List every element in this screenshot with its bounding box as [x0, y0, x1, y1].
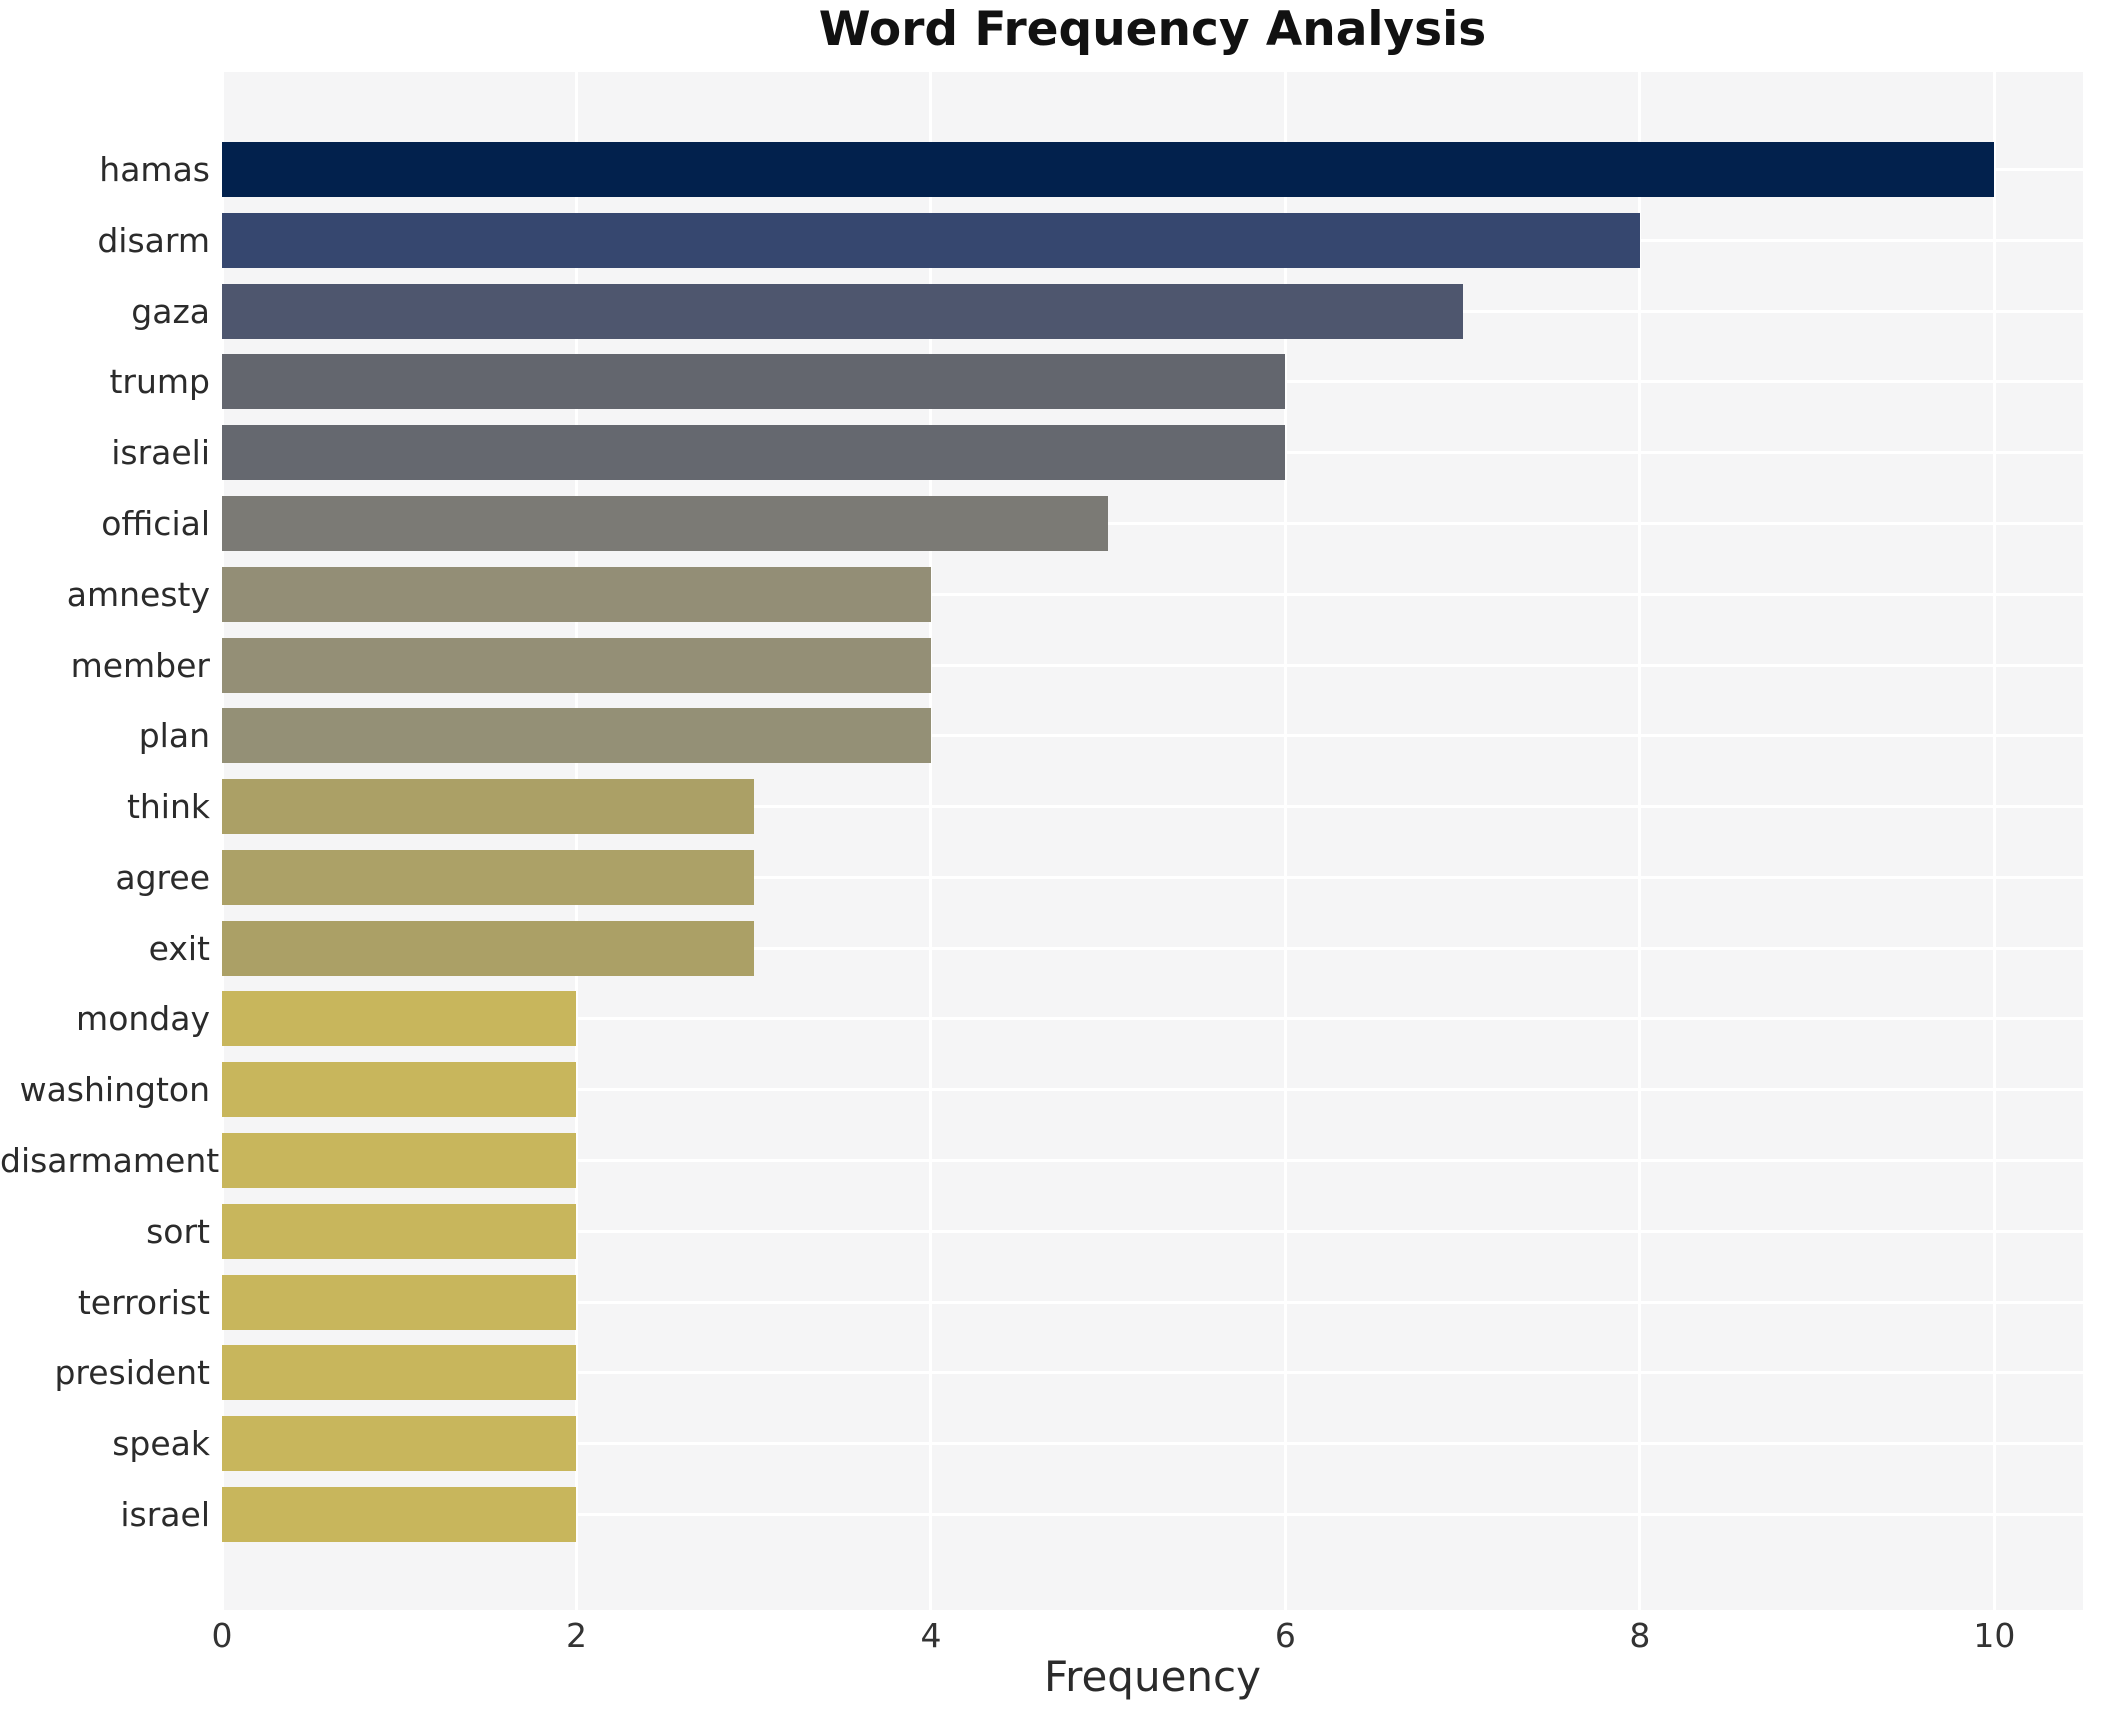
h-gridline [222, 875, 2083, 879]
y-tick-label: washington [19, 1070, 210, 1110]
bar-plan [222, 708, 931, 764]
y-tick-label: think [126, 787, 210, 827]
h-gridline [222, 663, 2083, 667]
bar-official [222, 495, 1109, 551]
bar-disarm [222, 212, 1640, 268]
v-gridline [1638, 72, 1642, 1610]
bar-member [222, 637, 931, 693]
y-tick-label: hamas [99, 150, 210, 189]
y-tick-label: gaza [131, 291, 210, 331]
h-gridline [222, 1017, 2083, 1021]
bar-israel [222, 1487, 577, 1542]
y-tick-label: disarmament [0, 1141, 220, 1181]
y-tick-label: israel [120, 1495, 210, 1534]
bar-amnesty [222, 566, 931, 622]
y-tick-label: amnesty [66, 574, 210, 614]
bar-exit [222, 920, 754, 976]
bar-agree [222, 849, 754, 905]
y-tick-label: disarm [97, 220, 210, 260]
bar-washington [222, 1062, 577, 1118]
y-tick-label: israeli [111, 433, 210, 473]
h-gridline [222, 946, 2083, 950]
bar-hamas [222, 142, 1995, 197]
chart-title: Word Frequency Analysis [818, 2, 1487, 57]
v-gridline [220, 72, 224, 1610]
y-tick-label: agree [115, 857, 210, 897]
bar-sort [222, 1203, 577, 1259]
h-gridline [222, 521, 2083, 525]
h-gridline [222, 1513, 2083, 1516]
y-tick-label: trump [109, 362, 210, 402]
h-gridline [222, 1442, 2083, 1446]
v-gridline [1283, 72, 1287, 1610]
x-tick-label: 10 [1973, 1616, 2016, 1655]
x-tick-label: 4 [920, 1616, 942, 1655]
y-tick-label: exit [148, 928, 210, 968]
h-gridline [222, 1159, 2083, 1163]
bar-terrorist [222, 1274, 577, 1330]
x-tick-label: 8 [1629, 1616, 1651, 1655]
bar-speak [222, 1416, 577, 1472]
x-tick-label: 0 [211, 1616, 233, 1655]
bar-monday [222, 991, 577, 1047]
y-tick-label: terrorist [77, 1282, 210, 1322]
bar-gaza [222, 283, 1463, 339]
y-tick-label: monday [76, 999, 210, 1039]
h-gridline [222, 1229, 2083, 1233]
x-tick-label: 2 [565, 1616, 587, 1655]
h-gridline [222, 734, 2083, 738]
h-gridline [222, 805, 2083, 809]
y-axis-labels: hamas disarm gaza trump israeli official amnes… [0, 0, 220, 1710]
bar-israeli [222, 425, 1286, 481]
v-gridline [1992, 72, 1996, 1610]
bar-president [222, 1345, 577, 1401]
x-tick-label: 6 [1274, 1616, 1296, 1655]
h-gridline [222, 1371, 2083, 1375]
y-tick-label: official [101, 503, 210, 543]
y-tick-label: plan [138, 716, 210, 756]
v-gridline [929, 72, 933, 1610]
plot-area [220, 72, 2083, 1610]
h-gridline [222, 1300, 2083, 1304]
h-gridline [222, 1088, 2083, 1092]
x-axis-label: Frequency [1044, 1652, 1261, 1701]
bar-trump [222, 354, 1286, 410]
h-gridline [222, 592, 2083, 596]
bar-think [222, 779, 754, 835]
y-tick-label: sort [146, 1211, 210, 1251]
y-tick-label: president [54, 1353, 210, 1393]
y-tick-label: speak [112, 1424, 210, 1464]
bar-disarmament [222, 1133, 577, 1189]
y-tick-label: member [70, 645, 210, 685]
v-gridline [574, 72, 578, 1610]
